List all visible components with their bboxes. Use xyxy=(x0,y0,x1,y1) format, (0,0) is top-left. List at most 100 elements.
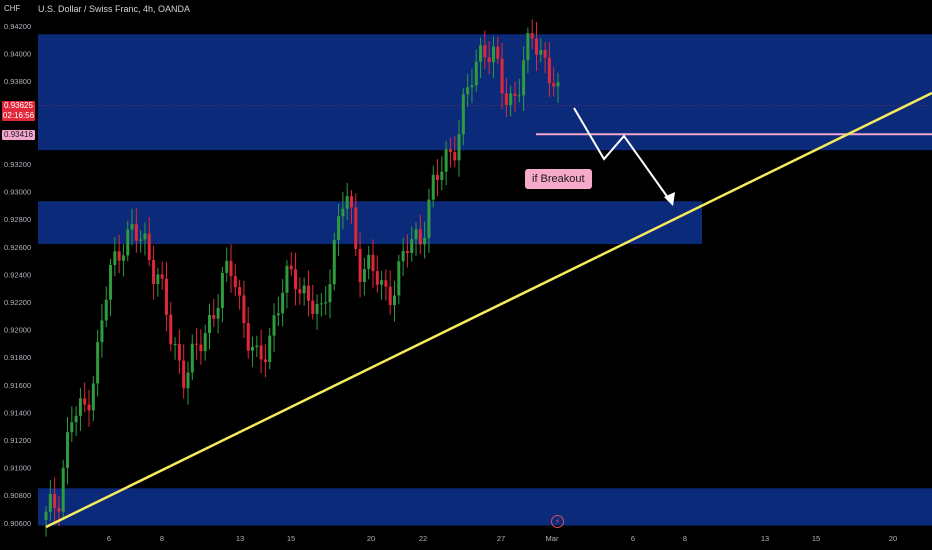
price-tick-label: 0.94200 xyxy=(4,22,31,31)
breakout-callout[interactable]: if Breakout xyxy=(525,169,592,189)
time-tick-label: 6 xyxy=(107,534,111,543)
candle-body xyxy=(547,57,551,84)
candle-body xyxy=(268,335,272,363)
candle-body xyxy=(474,61,478,86)
candle-body xyxy=(173,344,177,346)
candle-body xyxy=(418,229,422,245)
bar-countdown: 02:16:56 xyxy=(2,111,35,120)
current-price-tag: 0.93625 02:16:56 xyxy=(2,101,35,121)
candle-body xyxy=(186,372,190,389)
candle-body xyxy=(483,45,487,58)
candle-body xyxy=(367,254,371,270)
candle-body xyxy=(74,415,78,423)
candle-body xyxy=(332,240,336,285)
time-tick-label: 15 xyxy=(812,534,820,543)
candle-body xyxy=(513,93,517,97)
candle-body xyxy=(246,323,250,351)
price-tick-label: 0.91800 xyxy=(4,353,31,362)
candle-body xyxy=(276,313,280,316)
candle-body xyxy=(298,289,302,294)
candle-body xyxy=(44,511,48,521)
candle-body xyxy=(117,251,121,261)
candle-body xyxy=(216,307,220,319)
symbol-title[interactable]: U.S. Dollar / Swiss Franc, 4h, OANDA xyxy=(38,4,191,14)
candle-body xyxy=(457,134,461,161)
candle-body xyxy=(479,45,483,62)
candle-body xyxy=(147,233,151,261)
price-tick-label: 0.93800 xyxy=(4,77,31,86)
candle-body xyxy=(143,233,147,240)
candle-body xyxy=(552,83,556,87)
candle-body xyxy=(380,280,384,285)
candle-body xyxy=(431,174,435,200)
candle-body xyxy=(96,342,100,384)
price-tick-label: 0.90800 xyxy=(4,491,31,500)
price-tick-label: 0.94000 xyxy=(4,50,31,59)
candle-body xyxy=(160,274,164,279)
price-tick-label: 0.92800 xyxy=(4,215,31,224)
time-tick-label: 13 xyxy=(236,534,244,543)
candle-body xyxy=(259,345,263,360)
candle-body xyxy=(530,33,534,39)
price-tick-label: 0.91000 xyxy=(4,464,31,473)
price-tick-label: 0.93000 xyxy=(4,188,31,197)
candle-body xyxy=(487,57,491,63)
candle-body xyxy=(126,229,130,256)
candle-body xyxy=(423,237,427,245)
candle-body xyxy=(91,383,95,411)
candle-body xyxy=(53,494,57,508)
candle-body xyxy=(448,149,452,153)
candle-body xyxy=(113,251,117,265)
candle-body xyxy=(354,207,358,249)
candle-body xyxy=(182,360,186,389)
candle-body xyxy=(212,315,216,319)
candle-body xyxy=(203,333,207,352)
candle-body xyxy=(470,85,474,88)
time-tick-label: 22 xyxy=(419,534,427,543)
candle-body xyxy=(341,208,345,217)
candle-body xyxy=(100,320,104,343)
candle-body xyxy=(48,494,52,512)
candle-body xyxy=(109,264,113,300)
candle-body xyxy=(294,269,298,290)
candle-body xyxy=(324,302,328,304)
candle-body xyxy=(281,292,285,314)
candle-body xyxy=(302,285,306,294)
candle-body xyxy=(319,303,323,305)
candle-body xyxy=(156,274,160,284)
candle-body xyxy=(225,260,229,273)
lightning-bolt-icon[interactable]: ⚡ xyxy=(551,515,564,528)
current-price-value: 0.93625 xyxy=(4,101,33,110)
time-tick-label: 6 xyxy=(631,534,635,543)
time-tick-label: 13 xyxy=(761,534,769,543)
time-tick-label: 8 xyxy=(683,534,687,543)
candle-body xyxy=(345,196,349,209)
time-tick-label: Mar xyxy=(546,534,559,543)
candle-body xyxy=(440,171,444,180)
candle-body xyxy=(375,271,379,285)
candle-body xyxy=(393,295,397,306)
zones-layer xyxy=(38,34,932,526)
candle-body xyxy=(255,345,259,348)
candle-body xyxy=(491,46,495,63)
candle-body xyxy=(388,286,392,306)
candle-body xyxy=(207,315,211,334)
projection-arrow-path xyxy=(573,107,672,203)
candle-body xyxy=(328,284,332,303)
candle-body xyxy=(311,300,315,314)
candle-body xyxy=(242,295,246,324)
time-tick-label: 20 xyxy=(889,534,897,543)
level-price-tag: 0.93416 xyxy=(2,130,35,140)
candle-body xyxy=(152,260,156,284)
candle-body xyxy=(461,94,465,135)
demand-supply-zone xyxy=(38,488,932,526)
candle-body xyxy=(104,299,108,321)
candle-body xyxy=(410,239,414,254)
candle-body xyxy=(70,422,74,433)
candle-body xyxy=(220,272,224,308)
candle-body xyxy=(496,46,500,59)
candle-body xyxy=(556,82,560,87)
candle-body xyxy=(272,315,276,336)
